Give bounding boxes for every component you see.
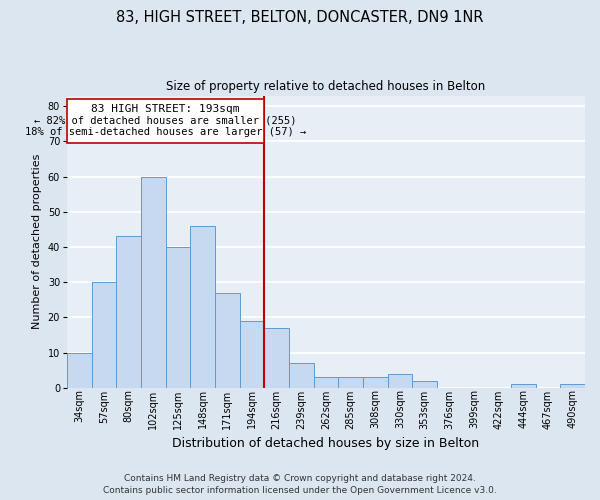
Text: ← 82% of detached houses are smaller (255): ← 82% of detached houses are smaller (25…	[34, 116, 297, 126]
Bar	[67, 352, 92, 388]
Bar	[116, 236, 141, 388]
Bar	[560, 384, 585, 388]
Bar	[289, 363, 314, 388]
Bar	[190, 226, 215, 388]
Text: 83, HIGH STREET, BELTON, DONCASTER, DN9 1NR: 83, HIGH STREET, BELTON, DONCASTER, DN9 …	[116, 10, 484, 25]
Bar	[388, 374, 412, 388]
X-axis label: Distribution of detached houses by size in Belton: Distribution of detached houses by size …	[172, 437, 479, 450]
Bar	[92, 282, 116, 388]
Bar	[363, 378, 388, 388]
FancyBboxPatch shape	[67, 99, 265, 143]
Bar	[240, 321, 265, 388]
Text: 83 HIGH STREET: 193sqm: 83 HIGH STREET: 193sqm	[91, 104, 240, 115]
Bar	[338, 378, 363, 388]
Text: 18% of semi-detached houses are larger (57) →: 18% of semi-detached houses are larger (…	[25, 128, 307, 138]
Bar	[265, 328, 289, 388]
Bar	[166, 247, 190, 388]
Text: Contains HM Land Registry data © Crown copyright and database right 2024.
Contai: Contains HM Land Registry data © Crown c…	[103, 474, 497, 495]
Bar	[511, 384, 536, 388]
Bar	[215, 293, 240, 388]
Title: Size of property relative to detached houses in Belton: Size of property relative to detached ho…	[166, 80, 485, 93]
Bar	[412, 381, 437, 388]
Bar	[314, 378, 338, 388]
Y-axis label: Number of detached properties: Number of detached properties	[32, 154, 42, 330]
Bar	[141, 176, 166, 388]
